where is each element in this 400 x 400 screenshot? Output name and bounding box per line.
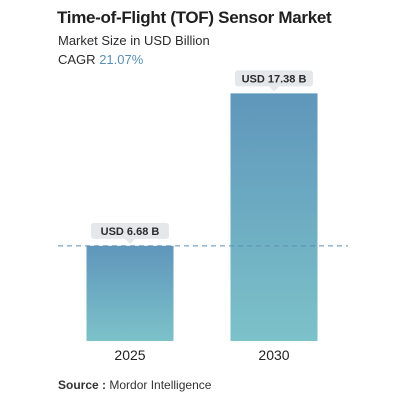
data-label-2030: USD 17.38 B bbox=[242, 73, 307, 85]
x-tick-label-2030: 2030 bbox=[258, 347, 289, 363]
data-label-box-2030 bbox=[235, 70, 313, 87]
source-value: Mordor Intelligence bbox=[109, 378, 212, 392]
source-note: Source : Mordor Intelligence bbox=[58, 378, 211, 392]
chart-title: Time-of-Flight (TOF) Sensor Market bbox=[57, 8, 332, 27]
source-label: Source : bbox=[58, 378, 107, 392]
data-label-pointer-2025 bbox=[125, 238, 135, 244]
bar-2025 bbox=[86, 245, 174, 341]
cagr-label: CAGR bbox=[58, 52, 96, 67]
data-label-2025: USD 6.68 B bbox=[101, 226, 160, 238]
cagr-value: 21.07% bbox=[99, 52, 144, 67]
bar-2030 bbox=[230, 93, 318, 342]
data-label-pointer-2030 bbox=[269, 86, 279, 92]
data-label-box-2025 bbox=[91, 222, 169, 239]
chart-subtitle: Market Size in USD Billion bbox=[58, 33, 210, 48]
cagr-line: CAGR 21.07% bbox=[58, 52, 143, 67]
x-tick-label-2025: 2025 bbox=[114, 347, 145, 363]
